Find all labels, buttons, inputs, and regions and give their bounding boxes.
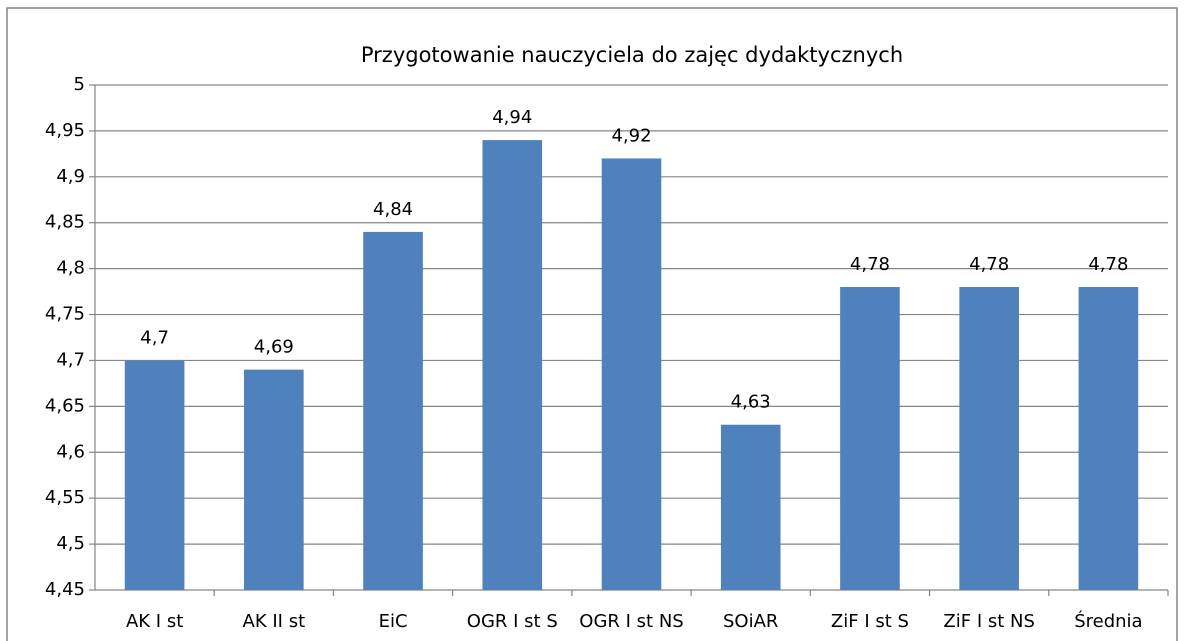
data-label: 4,92: [611, 125, 651, 146]
bar: [124, 360, 185, 590]
y-tick-label: 4,85: [45, 212, 85, 233]
y-tick-label: 4,5: [56, 533, 85, 554]
x-tick-label: SOiAR: [723, 611, 778, 632]
x-tick-label: AK I st: [126, 611, 183, 632]
y-tick-label: 4,6: [56, 441, 85, 462]
x-tick-label: ZiF I st NS: [943, 611, 1035, 632]
x-tick-label: EiC: [379, 611, 408, 632]
y-tick-label: 4,45: [45, 579, 85, 600]
y-tick-label: 4,95: [45, 120, 85, 141]
bar: [1078, 287, 1139, 590]
chart-title: Przygotowanie nauczyciela do zajęc dydak…: [361, 43, 903, 67]
bar: [840, 287, 900, 590]
bar: [482, 140, 543, 590]
y-tick-label: 4,7: [56, 349, 85, 370]
data-label: 4,94: [492, 107, 532, 128]
y-tick-label: 4,75: [45, 304, 85, 325]
data-label: 4,63: [731, 392, 771, 413]
y-tick-label: 4,9: [56, 166, 85, 187]
x-tick-label: Średnia: [1074, 610, 1142, 632]
y-tick-label: 5: [74, 74, 85, 95]
data-label: 4,7: [140, 327, 169, 348]
y-tick-label: 4,8: [56, 258, 85, 279]
bar: [601, 158, 662, 591]
data-label: 4,78: [1088, 254, 1128, 275]
y-tick-label: 4,55: [45, 487, 85, 508]
x-tick-label: AK II st: [243, 611, 306, 632]
data-label: 4,69: [254, 337, 294, 358]
bar: [959, 287, 1019, 590]
bar: [244, 369, 304, 590]
x-tick-label: OGR I st S: [467, 611, 558, 632]
bar: [363, 231, 423, 590]
y-tick-label: 4,65: [45, 395, 85, 416]
data-label: 4,78: [850, 254, 890, 275]
data-label: 4,78: [969, 254, 1009, 275]
bar: [720, 424, 781, 590]
x-tick-label: ZiF I st S: [831, 611, 909, 632]
data-label: 4,84: [373, 199, 413, 220]
x-tick-label: OGR I st NS: [579, 611, 683, 632]
